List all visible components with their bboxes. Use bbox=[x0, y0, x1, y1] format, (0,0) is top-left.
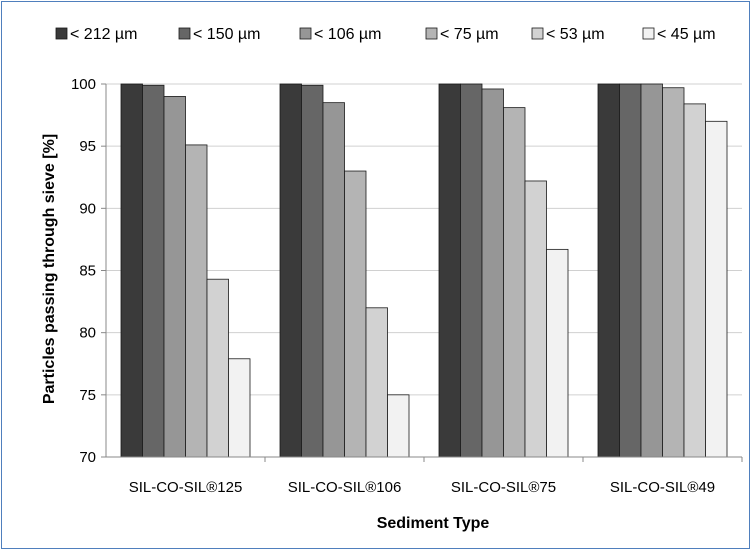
legend-label: < 106 µm bbox=[314, 26, 381, 43]
bar bbox=[546, 248, 569, 458]
legend-label: < 150 µm bbox=[193, 26, 260, 43]
y-tick-label: 95 bbox=[79, 138, 96, 155]
legend-swatch bbox=[531, 27, 544, 40]
legend-swatch bbox=[299, 27, 312, 40]
axes: 70 75 80 85 90 95 100 SIL-CO-SIL®125 SIL-CO-SIL®… bbox=[71, 76, 743, 496]
y-axis-title: Particles passing through sieve [%] bbox=[41, 134, 58, 404]
bar bbox=[460, 83, 483, 458]
legend-label: < 212 µm bbox=[70, 26, 137, 43]
bar bbox=[387, 394, 410, 458]
x-tick-label: SIL-CO-SIL®49 bbox=[610, 479, 715, 496]
bar bbox=[142, 84, 165, 458]
x-axis-title: Sediment Type bbox=[377, 515, 490, 532]
bar bbox=[301, 84, 324, 458]
bar bbox=[683, 103, 706, 458]
bar bbox=[322, 102, 345, 458]
bar bbox=[365, 307, 388, 458]
bar bbox=[705, 120, 728, 458]
legend-swatch bbox=[178, 27, 191, 40]
x-tick-label: SIL-CO-SIL®75 bbox=[451, 479, 556, 496]
bar bbox=[640, 83, 663, 458]
bar bbox=[619, 83, 642, 458]
y-tick-label: 100 bbox=[71, 76, 96, 93]
bar bbox=[662, 87, 685, 458]
y-tick-label: 80 bbox=[79, 325, 96, 342]
bar bbox=[185, 144, 208, 458]
y-tick-label: 70 bbox=[79, 449, 96, 466]
bars bbox=[120, 83, 728, 458]
bar bbox=[597, 83, 620, 458]
legend-label: < 45 µm bbox=[657, 26, 716, 43]
bar bbox=[503, 107, 526, 458]
bar bbox=[524, 180, 547, 458]
y-tick-label: 90 bbox=[79, 200, 96, 217]
y-tick-label: 85 bbox=[79, 263, 96, 280]
x-tick-label: SIL-CO-SIL®106 bbox=[288, 479, 402, 496]
bar bbox=[206, 278, 229, 458]
bar bbox=[438, 83, 461, 458]
legend-label: < 53 µm bbox=[546, 26, 605, 43]
bar bbox=[163, 96, 186, 458]
legend-label: < 75 µm bbox=[440, 26, 499, 43]
bar bbox=[344, 170, 367, 458]
x-tick-label: SIL-CO-SIL®125 bbox=[129, 479, 243, 496]
bar bbox=[228, 358, 251, 458]
y-tick-label: 75 bbox=[79, 387, 96, 404]
legend: < 212 µm < 150 µm < 106 µm < 75 µm < 53 µm < … bbox=[55, 26, 716, 43]
legend-swatch bbox=[55, 27, 68, 40]
bar bbox=[120, 83, 143, 458]
bar bbox=[481, 88, 504, 458]
legend-swatch bbox=[642, 27, 655, 40]
legend-swatch bbox=[425, 27, 438, 40]
bar bbox=[279, 83, 302, 458]
